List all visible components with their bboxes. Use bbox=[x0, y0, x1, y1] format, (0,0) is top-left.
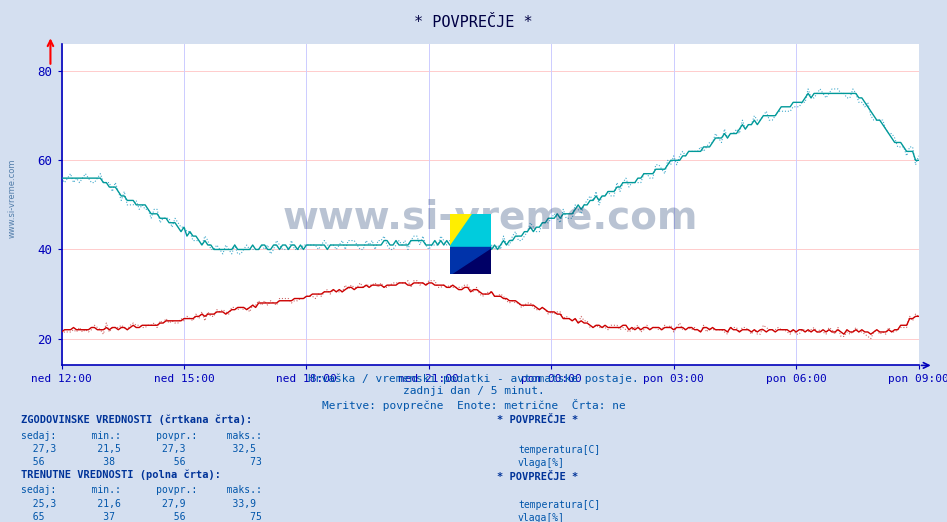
Text: temperatura[C]: temperatura[C] bbox=[518, 445, 600, 455]
Text: 65          37          56           75: 65 37 56 75 bbox=[21, 512, 261, 521]
Text: sedaj:      min.:      povpr.:     maks.:: sedaj: min.: povpr.: maks.: bbox=[21, 485, 261, 495]
Text: www.si-vreme.com: www.si-vreme.com bbox=[8, 159, 17, 238]
Text: Meritve: povprečne  Enote: metrične  Črta: ne: Meritve: povprečne Enote: metrične Črta:… bbox=[322, 399, 625, 411]
Text: zadnji dan / 5 minut.: zadnji dan / 5 minut. bbox=[402, 386, 545, 396]
Text: vlaga[%]: vlaga[%] bbox=[518, 513, 565, 522]
Polygon shape bbox=[450, 214, 491, 247]
Text: * POVPREČJE *: * POVPREČJE * bbox=[414, 15, 533, 30]
Text: 25,3       21,6       27,9        33,9: 25,3 21,6 27,9 33,9 bbox=[21, 499, 256, 508]
Text: temperatura[C]: temperatura[C] bbox=[518, 500, 600, 510]
Text: vlaga[%]: vlaga[%] bbox=[518, 458, 565, 468]
Text: * POVPREČJE *: * POVPREČJE * bbox=[497, 415, 579, 425]
Text: 56          38          56           73: 56 38 56 73 bbox=[21, 457, 261, 467]
Polygon shape bbox=[450, 214, 473, 247]
Polygon shape bbox=[450, 247, 491, 274]
Text: TRENUTNE VREDNOSTI (polna črta):: TRENUTNE VREDNOSTI (polna črta): bbox=[21, 470, 221, 480]
Text: sedaj:      min.:      povpr.:     maks.:: sedaj: min.: povpr.: maks.: bbox=[21, 431, 261, 441]
Text: ZGODOVINSKE VREDNOSTI (črtkana črta):: ZGODOVINSKE VREDNOSTI (črtkana črta): bbox=[21, 415, 252, 425]
Text: 27,3       21,5       27,3        32,5: 27,3 21,5 27,3 32,5 bbox=[21, 444, 256, 454]
Polygon shape bbox=[450, 247, 491, 274]
Text: Hrvaška / vremenski podatki - avtomatske postaje.: Hrvaška / vremenski podatki - avtomatske… bbox=[308, 373, 639, 384]
Text: * POVPREČJE *: * POVPREČJE * bbox=[497, 472, 579, 482]
Text: www.si-vreme.com: www.si-vreme.com bbox=[282, 199, 698, 236]
